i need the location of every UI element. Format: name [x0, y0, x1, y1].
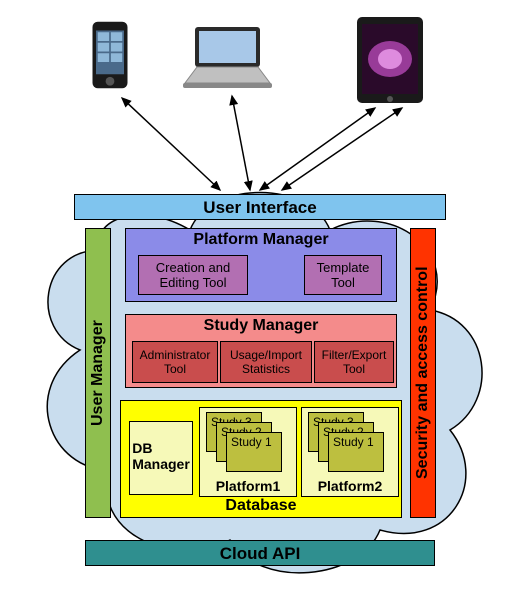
study-card: Study 1: [226, 432, 282, 472]
user-manager-bar: User Manager: [85, 228, 111, 518]
cloud-api-bar: Cloud API: [85, 540, 435, 566]
user-interface-bar: User Interface: [74, 194, 446, 220]
admin-tool: Administrator Tool: [132, 341, 218, 383]
template-tool-label: Template Tool: [305, 260, 381, 290]
study-card: Study 1: [328, 432, 384, 472]
db-manager: DB Manager: [129, 421, 193, 495]
study-label: Study 1: [231, 435, 272, 449]
security-label: Security and access control: [414, 267, 432, 480]
usage-stats-label: Usage/Import Statistics: [221, 348, 311, 376]
phone-icon: [75, 20, 145, 90]
diagram-canvas: User Interface User Manager Security and…: [0, 0, 516, 610]
filter-export-label: Filter/Export Tool: [315, 348, 393, 376]
database-box: DB Manager Study 3 Study 2 Study 1 Platf…: [120, 400, 402, 518]
user-interface-label: User Interface: [203, 198, 316, 217]
study-manager-title: Study Manager: [126, 315, 396, 335]
template-tool: Template Tool: [304, 255, 382, 295]
db-manager-label: DB Manager: [132, 440, 190, 472]
creation-editing-tool: Creation and Editing Tool: [138, 255, 248, 295]
platform-manager-title: Platform Manager: [126, 229, 396, 249]
platform1-label: Platform1: [200, 478, 296, 494]
filter-export-tool: Filter/Export Tool: [314, 341, 394, 383]
platform1-box: Study 3 Study 2 Study 1 Platform1: [199, 407, 297, 497]
security-bar: Security and access control: [410, 228, 436, 518]
laptop-icon: [180, 25, 275, 90]
admin-tool-label: Administrator Tool: [133, 348, 217, 376]
platform2-label: Platform2: [302, 478, 398, 494]
tablet-icon: [355, 15, 425, 105]
platform-manager-box: Platform Manager Creation and Editing To…: [125, 228, 397, 302]
creation-editing-label: Creation and Editing Tool: [139, 260, 247, 290]
database-title: Database: [121, 497, 401, 517]
usage-stats: Usage/Import Statistics: [220, 341, 312, 383]
study-manager-box: Study Manager Administrator Tool Usage/I…: [125, 314, 397, 388]
platform2-box: Study 3 Study 2 Study 1 Platform2: [301, 407, 399, 497]
study-label: Study 1: [333, 435, 374, 449]
cloud-api-label: Cloud API: [220, 544, 301, 563]
user-manager-label: User Manager: [89, 320, 107, 426]
